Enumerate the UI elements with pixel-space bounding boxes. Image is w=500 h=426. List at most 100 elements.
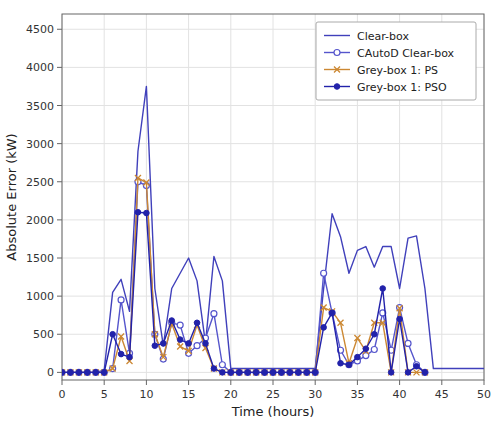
x-tick-label: 30: [308, 388, 322, 401]
point: [253, 370, 259, 376]
point: [397, 316, 403, 322]
point: [245, 369, 251, 375]
point: [236, 369, 242, 375]
point: [405, 369, 411, 375]
series: [62, 209, 428, 375]
point: [76, 369, 82, 375]
point: [118, 351, 124, 357]
chart: 0510152025303540455005001000150020002500…: [0, 0, 500, 426]
point: [388, 370, 394, 376]
legend-marker: [334, 84, 340, 90]
point: [321, 325, 327, 331]
point: [194, 343, 200, 349]
point: [76, 370, 82, 376]
point: [262, 370, 268, 376]
point: [253, 369, 259, 375]
y-tick: [57, 219, 62, 220]
legend-marker: [334, 67, 340, 73]
y-tick-label: 2500: [26, 176, 54, 189]
series-line: [62, 182, 425, 373]
point: [380, 286, 386, 292]
y-grid-line: [62, 219, 484, 220]
point: [338, 320, 344, 326]
point: [110, 366, 116, 372]
y-tick: [57, 296, 62, 297]
point: [304, 369, 310, 375]
point: [228, 370, 234, 376]
point: [68, 370, 74, 376]
point: [321, 305, 327, 311]
y-tick-label: 1500: [26, 252, 54, 265]
point: [169, 318, 175, 324]
point: [143, 180, 149, 186]
y-tick-label: 4500: [26, 23, 54, 36]
point: [177, 337, 183, 343]
point: [228, 369, 234, 375]
point: [371, 331, 377, 337]
point: [67, 369, 73, 375]
y-tick: [57, 29, 62, 30]
point: [186, 348, 192, 354]
x-tick: [62, 380, 63, 385]
point: [84, 369, 90, 375]
series-line: [62, 212, 425, 372]
x-tick: [104, 380, 105, 385]
y-tick-label: 3500: [26, 100, 54, 113]
grid: [62, 14, 484, 380]
y-grid-line: [62, 143, 484, 144]
point: [177, 322, 183, 328]
point: [338, 360, 344, 366]
point: [304, 369, 310, 375]
point: [152, 343, 158, 349]
point: [177, 343, 183, 349]
y-tick: [57, 334, 62, 335]
point: [405, 370, 411, 376]
y-tick-label: 2000: [26, 214, 54, 227]
series: [62, 86, 484, 372]
series: [62, 175, 428, 375]
point: [380, 320, 386, 326]
x-tick: [484, 380, 485, 385]
x-tick-label: 10: [139, 388, 153, 401]
legend-box: [316, 22, 476, 100]
point: [287, 369, 293, 375]
x-tick: [441, 380, 442, 385]
x-grid-line: [188, 14, 189, 380]
y-grid-line: [62, 181, 484, 182]
point: [236, 369, 242, 375]
point: [329, 310, 335, 316]
point: [312, 369, 318, 375]
point: [144, 210, 150, 216]
x-tick-label: 15: [182, 388, 196, 401]
point: [220, 370, 226, 376]
x-tick: [315, 380, 316, 385]
point: [135, 209, 141, 215]
x-tick-label: 50: [477, 388, 491, 401]
point: [101, 369, 107, 375]
point: [287, 369, 293, 375]
axes: 0510152025303540455005001000150020002500…: [4, 14, 491, 419]
point: [236, 370, 242, 376]
point: [219, 362, 225, 368]
y-tick: [57, 67, 62, 68]
x-tick: [146, 380, 147, 385]
legend-label: Clear-box: [357, 30, 409, 43]
point: [84, 369, 90, 375]
y-tick-label: 1000: [26, 290, 54, 303]
point: [118, 334, 124, 340]
x-tick-label: 25: [266, 388, 280, 401]
point: [85, 370, 91, 376]
y-tick-label: 3000: [26, 138, 54, 151]
point: [413, 369, 419, 375]
x-tick-label: 0: [59, 388, 66, 401]
point: [422, 370, 428, 376]
point: [414, 363, 420, 369]
point: [101, 369, 107, 375]
point: [211, 366, 217, 372]
x-tick: [230, 380, 231, 385]
data: [62, 86, 484, 375]
point: [253, 369, 259, 375]
x-axis-label: Time (hours): [231, 404, 315, 419]
legend-label: Grey-box 1: PSO: [357, 81, 447, 94]
point: [321, 270, 327, 276]
